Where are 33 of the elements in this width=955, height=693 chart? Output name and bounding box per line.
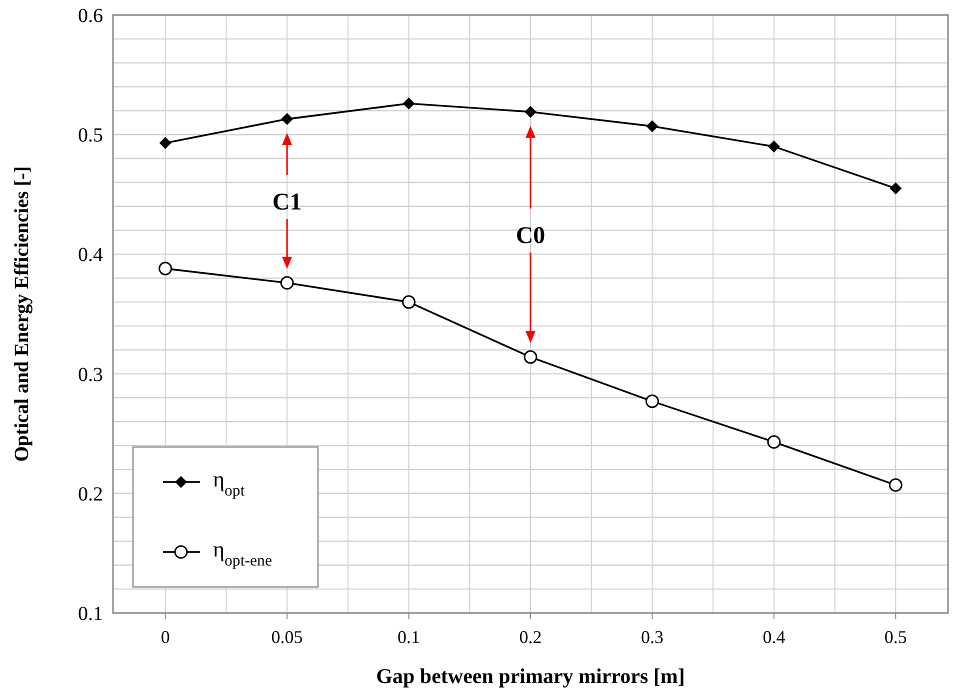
point	[890, 182, 902, 194]
annotation: C1	[272, 189, 302, 216]
point	[524, 106, 536, 118]
point	[402, 98, 415, 110]
y-axis-title: Optical and Energy Efficiencies [-]	[11, 166, 33, 462]
legend-label: η$_{opt-ene}$	[213, 536, 272, 569]
x-tick-label: 0.05	[271, 627, 303, 647]
point	[280, 276, 294, 290]
point	[281, 113, 294, 126]
point	[646, 120, 658, 132]
y-tick-label: 0.5	[78, 124, 103, 147]
point	[767, 435, 781, 449]
x-tick-label: 0.3	[640, 627, 664, 647]
y-tick-label: 0.2	[78, 483, 103, 506]
point	[159, 136, 172, 149]
point	[888, 478, 902, 492]
y-tick-label: 0.1	[78, 603, 103, 625]
point	[524, 350, 538, 364]
y-tick-label: 0.6	[78, 5, 103, 27]
y-tick-label: 0.4	[78, 244, 103, 266]
annotation: C0	[516, 222, 546, 249]
x-tick-label: 0.2	[519, 627, 542, 647]
x-tick-label: 0	[160, 627, 170, 647]
point	[158, 262, 172, 276]
y-tick-label: 0.3	[78, 364, 103, 386]
point	[768, 140, 780, 153]
x-tick-label: 0.4	[762, 627, 786, 647]
x-tick-label: 0.1	[398, 627, 420, 647]
point	[645, 394, 659, 408]
point	[402, 295, 416, 309]
legend-label: η$_{opt}$	[213, 466, 246, 499]
x-tick-label: 0.5	[884, 627, 907, 647]
x-axis-title: Gap between primary mirrors [m]	[376, 664, 685, 688]
